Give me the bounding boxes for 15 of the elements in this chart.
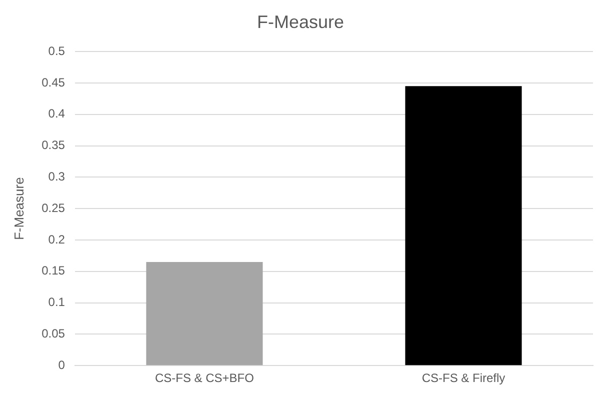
y-tick-label: 0.25	[42, 200, 66, 215]
y-tick-label: 0.2	[48, 232, 66, 246]
y-tick-label: 0	[58, 358, 66, 372]
chart-title: F-Measure	[256, 12, 344, 32]
y-tick-label: 0.3	[48, 170, 66, 184]
y-tick-label: 0.4	[48, 106, 66, 121]
y-tick-label: 0.1	[48, 295, 66, 310]
y-tick-label: 0.05	[42, 326, 66, 341]
x-tick-label: CS-FS & Firefly	[422, 371, 506, 386]
y-tick-label: 0.5	[48, 44, 66, 58]
y-tick-label: 0.15	[42, 264, 66, 278]
y-tick-label: 0.45	[42, 75, 66, 90]
x-tick-label: CS-FS & CS+BFO	[154, 371, 254, 386]
y-axis-title: F-Measure	[11, 177, 26, 240]
y-tick-label: 0.35	[42, 138, 66, 152]
